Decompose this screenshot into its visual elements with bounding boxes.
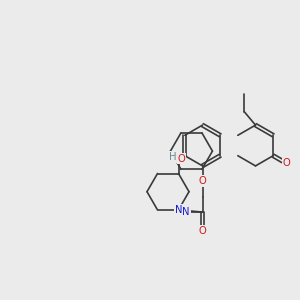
Text: O: O [199, 176, 206, 186]
Text: O: O [178, 154, 185, 164]
Text: O: O [283, 158, 291, 169]
Text: N: N [182, 207, 190, 217]
Text: N: N [175, 205, 182, 215]
Text: H: H [169, 152, 177, 162]
Text: O: O [199, 226, 206, 236]
